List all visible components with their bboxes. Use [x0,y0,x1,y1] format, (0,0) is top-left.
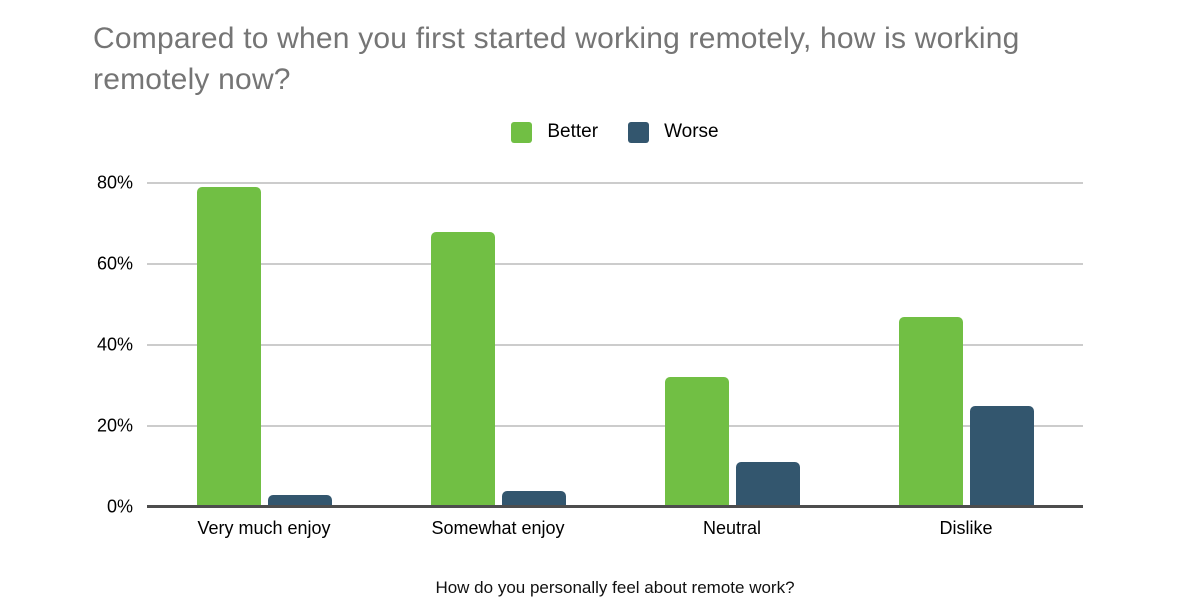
bar-worse-neutral [735,462,800,507]
bar-better-neutral [664,377,729,507]
legend-item-worse: Worse [628,121,719,143]
gridline [147,263,1083,265]
legend: Better Worse [147,121,1083,143]
bar-worse-dislike [969,405,1034,507]
y-axis: 0% 20% 40% 60% 80% [0,173,133,517]
gridline [147,425,1083,427]
bar-groups [147,183,1083,507]
legend-label: Better [547,121,599,142]
x-axis-tick-label: Very much enjoy [197,518,331,538]
legend-swatch-better [511,121,533,143]
bar-better-dislike [898,316,963,507]
bar-worse-very-much-enjoy [267,494,332,507]
legend-label: Worse [664,121,719,142]
y-axis-tick-label: 80% [96,172,133,193]
x-axis-tick-label: Somewhat enjoy [431,518,565,538]
gridline [147,182,1083,184]
bar-group-dislike [849,183,1083,507]
legend-item-better: Better [511,121,598,143]
bar-group-neutral [615,183,849,507]
bar-better-very-much-enjoy [196,187,261,507]
bar-worse-somewhat-enjoy [501,490,566,507]
x-axis: Very much enjoy Somewhat enjoy Neutral Disl… [147,518,1083,539]
bar-group-somewhat-enjoy [381,183,615,507]
x-axis-tick-label: Dislike [939,518,993,538]
y-axis-tick-label: 40% [96,334,133,355]
y-axis-tick-label: 20% [96,415,133,436]
legend-swatch-worse [628,121,650,143]
x-axis-tick-label: Neutral [702,518,762,538]
y-axis-tick-label: 60% [96,253,133,274]
gridline [147,344,1083,346]
bar-better-somewhat-enjoy [430,231,495,507]
x-axis-baseline [147,505,1083,508]
plot-area [147,182,1083,508]
chart-title: Compared to when you first started worki… [93,22,1020,96]
bar-group-very-much-enjoy [147,183,381,507]
x-axis-title: How do you personally feel about remote … [435,578,795,597]
y-axis-tick-label: 0% [106,496,133,517]
